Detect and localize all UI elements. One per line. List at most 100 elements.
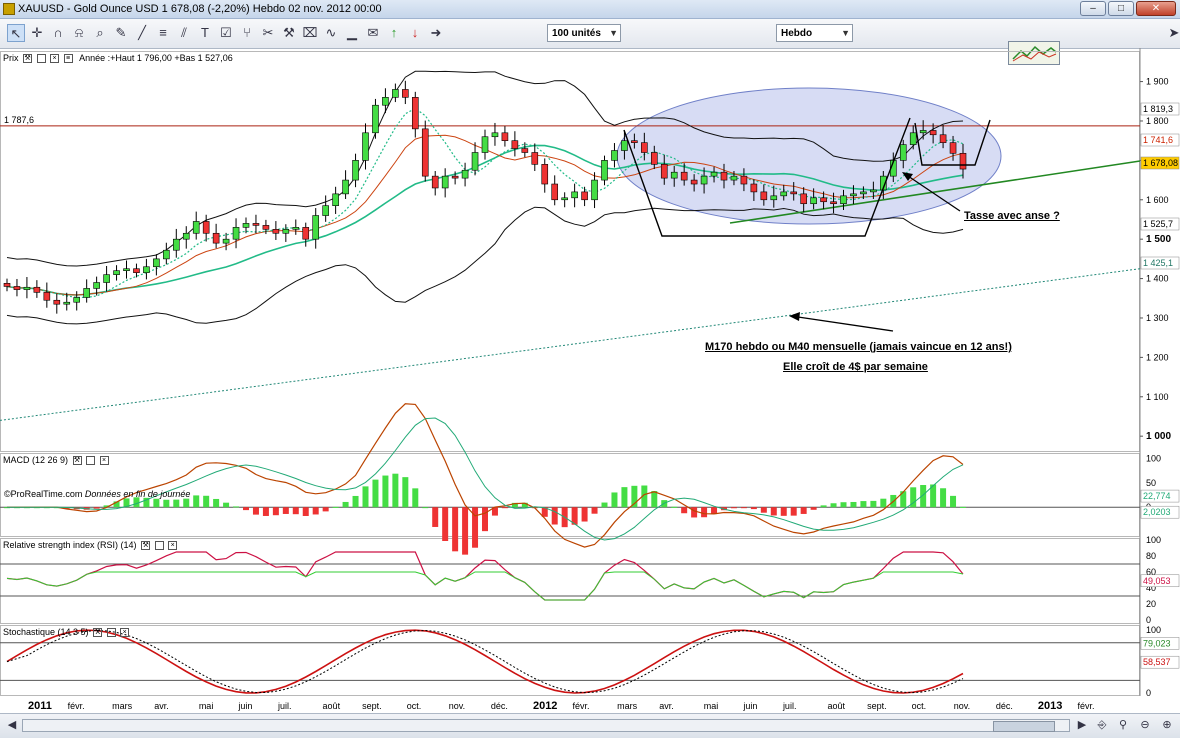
buy-arrow-icon[interactable]: ↑ — [390, 25, 398, 40]
text-tool-icon[interactable]: T — [201, 25, 209, 40]
candle-body — [372, 104, 379, 134]
settings-icon[interactable]: ≡ — [63, 54, 73, 64]
candle-body — [53, 299, 61, 305]
scroll-right-icon[interactable]: ▶ — [1077, 719, 1087, 731]
sell-arrow-icon[interactable]: ↓ — [411, 25, 419, 40]
macd-histogram-bar — [611, 492, 618, 508]
time-axis-label: 2012 — [533, 700, 557, 712]
cursor-icon[interactable]: ↖ — [7, 24, 25, 42]
horizontal-scrollbar[interactable] — [22, 719, 1070, 732]
zoom-auto-icon[interactable]: ⚲ — [1118, 719, 1128, 731]
close-panel-icon[interactable]: × — [99, 456, 109, 466]
macd-histogram-bar — [252, 507, 259, 515]
next-arrow-icon[interactable]: ➜ — [430, 25, 442, 40]
candle-body — [511, 140, 519, 149]
wrench-icon[interactable]: ⚒ — [93, 628, 103, 638]
macd-histogram-bar — [272, 507, 279, 516]
magnet-icon[interactable]: ∩ — [53, 25, 63, 40]
minimize-button[interactable]: – — [1080, 1, 1106, 16]
close-panel-icon[interactable]: × — [120, 628, 130, 638]
wrench-icon[interactable]: ⚒ — [72, 456, 82, 466]
envelope-icon[interactable]: ✉ — [367, 25, 379, 40]
scissors-icon[interactable]: ✂ — [262, 25, 274, 40]
macd-histogram-bar — [711, 507, 718, 515]
candle-body — [172, 238, 180, 251]
scrollbar-thumb[interactable] — [993, 721, 1055, 732]
wrench-icon[interactable]: ⚒ — [141, 541, 151, 551]
indicator-icon[interactable]: ∿ — [325, 25, 337, 40]
macd-badge: 22,774 — [1143, 491, 1171, 501]
window-icon[interactable] — [86, 456, 96, 466]
macd-histogram-bar — [203, 495, 210, 508]
line-tool-icon[interactable]: ╱ — [138, 25, 146, 40]
price-axis-label: 1 900 — [1146, 77, 1169, 87]
macd-line — [7, 403, 964, 548]
macd-badge-bg — [1140, 489, 1180, 503]
candle-body — [899, 144, 907, 161]
close-panel-icon[interactable]: × — [50, 54, 60, 64]
fork-icon[interactable]: ⑂ — [243, 25, 251, 40]
zoom-icon[interactable]: ⌕ — [96, 25, 104, 40]
candle-body — [312, 215, 320, 240]
candle-body — [411, 97, 419, 130]
channel-icon[interactable]: ⫽ — [181, 25, 187, 40]
macd-histogram-bar — [551, 507, 558, 525]
candle-body — [123, 268, 130, 271]
alert-icon[interactable]: ⍾ — [74, 25, 84, 40]
zoom-in-icon[interactable]: ⊕ — [1162, 719, 1172, 731]
hammer-icon[interactable]: ⚒ — [283, 25, 295, 40]
candle-body — [830, 201, 837, 205]
time-axis-label: mars — [617, 701, 637, 711]
wrench-icon[interactable]: ⚒ — [23, 54, 33, 64]
time-axis-label: nov. — [954, 701, 970, 711]
maximize-button[interactable]: □ — [1108, 1, 1134, 16]
time-axis-label: juil. — [782, 701, 797, 711]
macd-histogram-bar — [541, 507, 548, 517]
fibonacci-icon[interactable]: ≡ — [159, 25, 167, 40]
lower-band-badge: 1 525,7 — [1143, 219, 1173, 229]
window-icon[interactable] — [106, 628, 116, 638]
macd-histogram-bar — [442, 507, 449, 541]
candle-body — [521, 148, 529, 153]
close-panel-icon[interactable]: × — [168, 541, 178, 551]
period-select[interactable]: Hebdo ▼ — [776, 24, 853, 42]
time-axis-label: juin — [237, 701, 252, 711]
zoom-fit-icon[interactable]: ⎆ — [1097, 719, 1107, 731]
candle-body — [959, 152, 967, 170]
time-axis-label: mai — [199, 701, 214, 711]
chevron-down-icon: ▼ — [841, 28, 850, 38]
macd-histogram-bar — [312, 507, 319, 515]
candle-body — [382, 97, 389, 106]
trash-icon[interactable]: ⌧ — [302, 25, 318, 40]
crosshair-icon[interactable]: ✛ — [31, 25, 43, 40]
candle-body — [163, 249, 170, 260]
units-select[interactable]: 100 unités ▼ — [547, 24, 621, 42]
rsi-axis-label: 20 — [1146, 599, 1156, 609]
macd-histogram-bar — [910, 487, 917, 508]
candle-body — [760, 191, 768, 201]
macd-histogram-bar — [183, 498, 190, 508]
checkbox-icon[interactable]: ☑ — [220, 25, 232, 40]
window-icon[interactable] — [36, 54, 46, 64]
cup-highlight-ellipse — [616, 87, 1002, 225]
time-axis-label: août — [323, 701, 341, 711]
pencil-icon[interactable]: ✎ — [115, 25, 127, 40]
window-icon[interactable] — [154, 541, 164, 551]
macd-histogram-bar — [740, 507, 747, 509]
macd-histogram-bar — [302, 507, 309, 516]
zoom-out-icon[interactable]: ⊖ — [1140, 719, 1150, 731]
candle-body — [332, 193, 339, 206]
close-button[interactable]: ✕ — [1136, 1, 1176, 16]
candle-body — [13, 286, 21, 290]
candle-body — [93, 282, 100, 289]
time-axis-label: mars — [112, 701, 132, 711]
macd-histogram-bar — [362, 486, 369, 508]
chart-icon[interactable]: ▁ — [347, 25, 357, 40]
candle-body — [810, 197, 817, 205]
candle-body — [73, 297, 81, 303]
price-panel-info: Année :+Haut 1 796,00 +Bas 1 527,06 — [79, 53, 233, 63]
time-axis-label: avr. — [154, 701, 169, 711]
pin-icon[interactable]: ➤ — [1168, 25, 1180, 40]
scroll-left-icon[interactable]: ◀ — [7, 719, 17, 731]
macd-histogram-bar — [392, 473, 399, 508]
